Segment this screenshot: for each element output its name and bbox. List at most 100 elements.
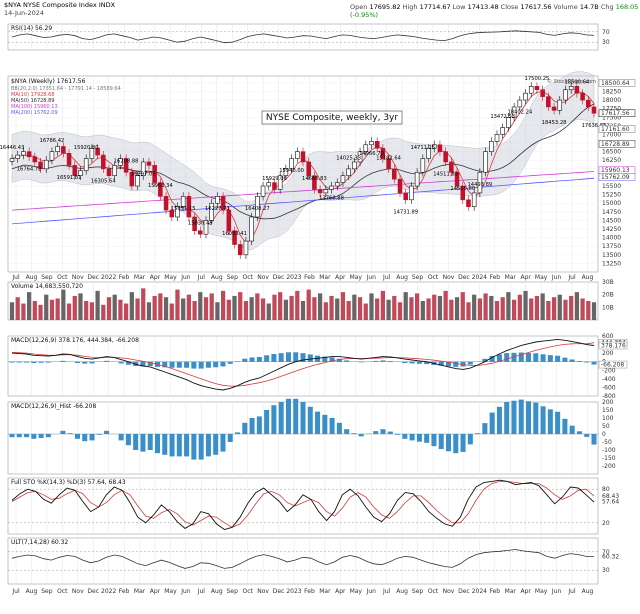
volume-bar [118,299,123,320]
chart-date: 14-Jun-2024 [4,9,45,17]
candle-body [38,161,43,170]
macd-hist-bar [278,353,284,362]
volume-bar [192,301,197,320]
candle-body [357,151,363,163]
volume-bar [574,292,580,320]
volume-bar [375,298,380,320]
macd-hist-bar [264,355,270,362]
y-tick-label: 150 [602,407,614,414]
price-annotation: 16786.42 [40,138,65,144]
close-value: 17617.56 [520,3,552,11]
hist-bar [569,425,575,434]
x-tick-label: Sep [41,274,53,281]
index-name: NYSE Composite Index [23,1,97,9]
ult-line [11,549,594,569]
hist-bar [198,434,204,460]
price-tag-label: 17617.56 [601,110,630,117]
macd-hist-bar [227,361,233,364]
price-annotation: 18500.64 [564,80,589,86]
price-tag [598,109,636,117]
price-annotation: 14966.70 [359,151,384,157]
volume-bar [511,299,517,320]
candle-body [483,151,488,173]
candle-body [523,92,528,101]
price-tag-label: 15960.13 [601,167,630,174]
volume-bar [123,303,129,320]
volume-bar [540,293,545,320]
hist-bar [358,434,364,437]
volume-bar [454,297,460,320]
volume-bar [335,298,340,320]
volume-bar [517,294,522,320]
candle-body [426,147,431,159]
volume-bar [38,304,43,320]
volume-bar [129,292,134,320]
volume-bar [15,297,20,320]
candle-body [591,106,597,114]
x-tick-label: Oct [242,588,253,595]
candle-body [346,168,351,177]
rsi-title: RSI(14) 56.29 [11,25,52,32]
macd-hist-bar [9,361,15,363]
hist-bar [60,430,66,434]
volume-bar [289,295,294,320]
y-tick-label: 50 [602,423,610,430]
price-annotation: 15920.80 [74,145,99,151]
price-annotation: 15963.34 [148,183,173,189]
candle-body [21,151,26,156]
price-tag [598,341,628,350]
candle-body [255,196,260,218]
hist-bar [74,434,80,439]
price-annotation: 15182.64 [376,155,401,161]
hist-bar [256,416,262,434]
macd-hist-bar [271,354,277,362]
volume-bar [317,293,323,320]
price-annotation: 16208.88 [114,159,139,165]
y-tick-label: 15250 [602,192,621,199]
volume-value: 14.7B [579,3,599,11]
hist-bar [475,433,481,434]
candle-body [112,165,117,177]
macd-title: MACD(12,26,9) 378.176, 444.384, -66.208 [11,337,139,344]
volume-bar [135,298,140,320]
volume-bar [477,298,483,320]
open-value: 17695.82 [369,3,401,11]
macd-hist-bar [416,361,422,364]
macd-hist-bar [496,354,502,362]
volume-label: Volume [553,3,578,11]
hist-bar [147,434,153,450]
volume-bar [323,302,328,320]
hist-bar [511,400,517,434]
y-tick-label: -200 [602,367,616,374]
x-tick-label: Dec [87,274,99,281]
macd-hist-bar [213,361,219,368]
y-tick-label: 16500 [602,149,621,156]
x-tick-label: Aug [582,588,594,595]
y-tick-label: 14500 [602,217,621,224]
candle-body [175,206,180,218]
x-tick-label: 2024 [472,588,487,595]
macd-hist-bar [293,352,299,362]
volume-bar [591,302,597,320]
y-tick-label: -150 [602,455,616,462]
candle-body [392,168,397,180]
candle-body [403,192,408,201]
candle-body [232,230,237,245]
volume-bar [278,292,283,320]
candle-body [215,196,220,204]
hist-bar [380,429,386,434]
candle-body [169,209,175,218]
macd-hist-bar [453,361,459,367]
candle-body [249,216,254,242]
macd-hist-bar [445,361,452,367]
candle-body [517,99,523,108]
x-tick-label: Feb [304,588,315,595]
candle-body [289,158,294,170]
candle-body [243,240,249,256]
x-tick-label: Oct [242,274,253,281]
x-tick-label: Mar [134,274,146,281]
macd-hist-bar [249,357,255,362]
volume-bar [329,295,334,320]
volume-bar [563,299,568,320]
candle-body [431,144,437,149]
